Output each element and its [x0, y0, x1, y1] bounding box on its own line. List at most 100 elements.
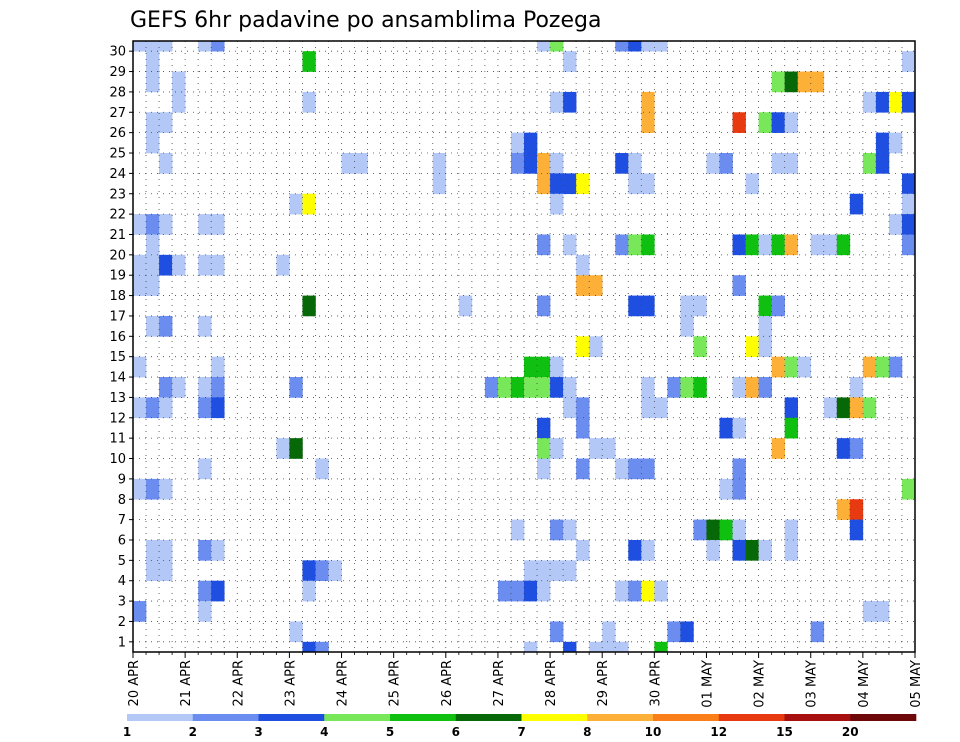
legend-swatch	[718, 714, 785, 721]
heatmap-cell	[159, 214, 173, 235]
heatmap-cell	[758, 377, 772, 398]
heatmap-cell	[758, 234, 772, 256]
heatmap-cell	[888, 214, 903, 235]
heatmap-cell	[836, 234, 851, 256]
heatmap-cell	[784, 71, 798, 93]
heatmap-cell	[771, 356, 785, 378]
heatmap-cell	[693, 519, 707, 541]
heatmap-cell	[302, 91, 316, 113]
heatmap-cell	[693, 295, 707, 317]
heatmap-cell	[589, 641, 603, 653]
heatmap-cell	[784, 234, 798, 256]
heatmap-cell	[524, 580, 538, 602]
legend-label: 6	[452, 725, 460, 739]
heatmap-cell	[550, 356, 564, 378]
x-tick-label: 28 APR	[544, 660, 559, 706]
y-tick-label: 23	[109, 187, 126, 202]
heatmap-cell	[758, 315, 772, 337]
heatmap-cell	[849, 193, 864, 215]
heatmap-cell	[875, 356, 890, 378]
heatmap-cell	[784, 356, 798, 378]
heatmap-cell	[133, 275, 147, 296]
heatmap-cell	[680, 377, 694, 398]
heatmap-cell	[706, 539, 720, 561]
heatmap-cell	[810, 71, 825, 93]
heatmap-cell	[159, 397, 173, 419]
heatmap-cell	[719, 519, 733, 541]
heatmap-cell	[510, 580, 525, 602]
heatmap-cell	[550, 41, 564, 52]
y-tick-label: 2	[118, 615, 126, 630]
y-tick-label: 6	[118, 533, 126, 548]
heatmap-cell	[172, 254, 186, 276]
heatmap-cell	[719, 478, 733, 500]
heatmap-cell	[537, 458, 551, 480]
legend-swatch	[850, 714, 917, 721]
heatmap-cell	[563, 641, 577, 653]
heatmap-cell	[862, 356, 877, 378]
heatmap-cell	[159, 478, 173, 500]
heatmap-cell	[628, 173, 642, 195]
y-tick-label: 27	[109, 106, 126, 121]
heatmap-cell	[497, 580, 512, 602]
y-axis: 1234567891011121314151617181920212223242…	[109, 45, 133, 650]
x-tick-label: 27 APR	[492, 660, 507, 706]
heatmap-cell	[211, 539, 225, 561]
heatmap-cell	[172, 91, 186, 113]
heatmap-cell	[628, 458, 642, 480]
heatmap-cell	[133, 356, 147, 378]
heatmap-cell	[537, 295, 551, 317]
y-tick-label: 3	[118, 595, 126, 610]
heatmap-cell	[524, 132, 538, 154]
heatmap-cell	[133, 41, 147, 52]
heatmap-cell	[159, 315, 173, 337]
legend-label: 5	[386, 725, 394, 739]
heatmap-cell	[211, 41, 225, 52]
heatmap-cell	[146, 214, 160, 235]
heatmap-cell	[550, 519, 564, 541]
heatmap-cell	[146, 71, 160, 93]
heatmap-cell	[537, 417, 551, 439]
legend-swatch	[324, 714, 391, 721]
heatmap-cell	[628, 580, 642, 602]
heatmap-cell	[784, 539, 798, 561]
x-tick-label: 26 APR	[440, 660, 455, 706]
heatmap-cell	[550, 377, 564, 398]
x-tick-label: 20 APR	[127, 660, 142, 706]
legend-label: 15	[776, 725, 793, 739]
heatmap-cell	[628, 539, 642, 561]
heatmap-cell	[172, 377, 186, 398]
heatmap-cell	[862, 397, 877, 419]
heatmap-cell	[341, 153, 355, 174]
heatmap-cell	[719, 417, 733, 439]
grid-lines	[133, 41, 915, 652]
heatmap-cell	[211, 580, 225, 602]
heatmap-cell	[680, 621, 694, 643]
legend-label: 2	[189, 725, 197, 739]
heatmap-cell	[875, 153, 890, 174]
legend-label: 12	[710, 725, 727, 739]
heatmap-cell	[641, 234, 655, 256]
heatmap-cells	[133, 41, 916, 653]
heatmap-cell	[133, 397, 147, 419]
heatmap-cell	[901, 173, 916, 195]
heatmap-cell	[302, 51, 316, 72]
heatmap-cell	[706, 519, 720, 541]
legend-swatch	[258, 714, 325, 721]
heatmap-cell	[315, 641, 329, 653]
heatmap-cell	[641, 539, 655, 561]
heatmap-cell	[888, 132, 903, 154]
heatmap-cell	[875, 601, 890, 622]
heatmap-cell	[576, 254, 590, 276]
legend-swatch	[521, 714, 588, 721]
heatmap-cell	[615, 580, 629, 602]
y-tick-label: 29	[109, 65, 126, 80]
heatmap-cell	[784, 397, 798, 419]
heatmap-cell	[693, 336, 707, 357]
heatmap-cell	[510, 132, 525, 154]
heatmap-cell	[654, 580, 668, 602]
heatmap-cell	[563, 397, 577, 419]
heatmap-cell	[133, 214, 147, 235]
heatmap-cell	[133, 478, 147, 500]
legend-label: 8	[583, 725, 591, 739]
